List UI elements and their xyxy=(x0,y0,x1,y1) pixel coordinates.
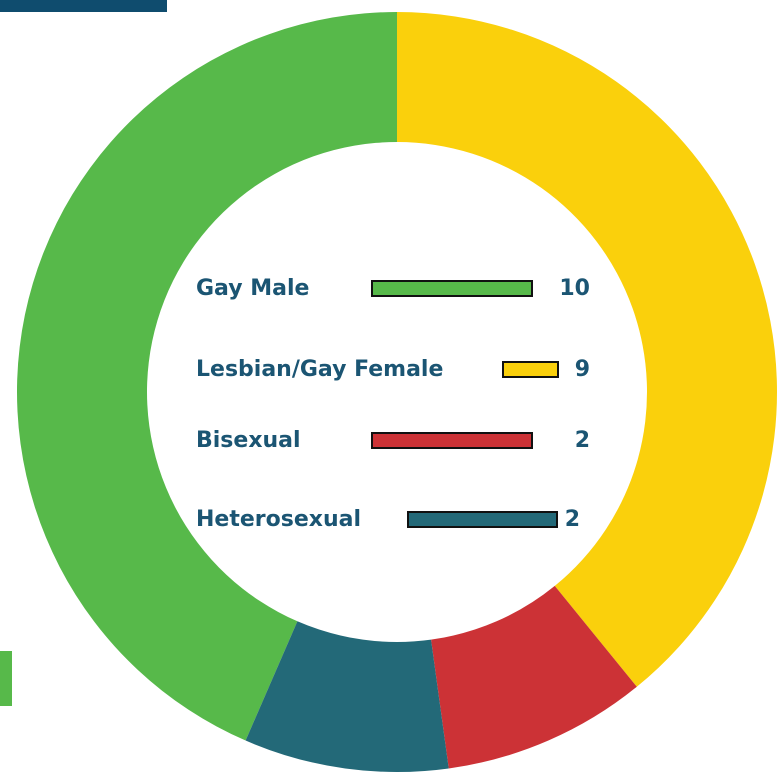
legend-swatch xyxy=(407,511,558,528)
legend-label: Bisexual xyxy=(196,428,301,453)
donut-segment xyxy=(397,12,777,687)
legend-label: Lesbian/Gay Female xyxy=(196,357,443,382)
legend-swatch xyxy=(371,432,533,449)
legend-swatch xyxy=(371,280,533,297)
side-accent xyxy=(0,651,12,706)
legend-swatch xyxy=(502,361,559,378)
donut-segment xyxy=(431,585,637,769)
value-label: 10 xyxy=(559,276,590,301)
header-bar xyxy=(0,0,167,12)
donut-segment xyxy=(245,621,449,772)
value-label: 9 xyxy=(575,357,590,382)
value-label: 2 xyxy=(565,507,580,532)
legend-label: Gay Male xyxy=(196,276,309,301)
donut-segment xyxy=(16,12,397,741)
legend-label: Heterosexual xyxy=(196,507,361,532)
value-label: 2 xyxy=(575,428,590,453)
